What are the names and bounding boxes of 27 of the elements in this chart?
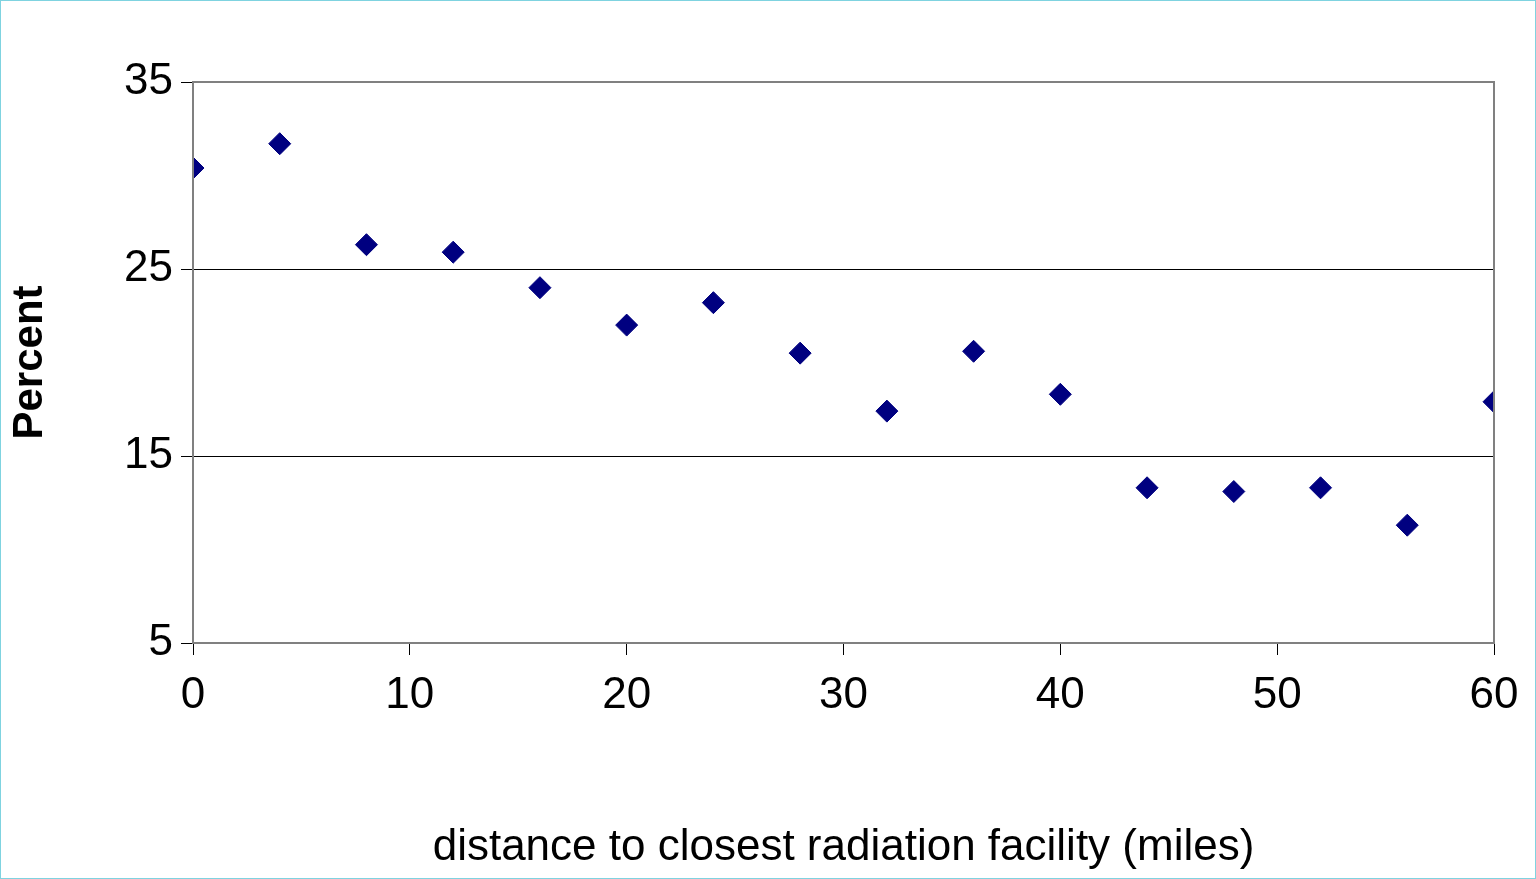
x-tick-label: 20: [602, 667, 652, 717]
point: [1222, 480, 1246, 504]
y-tick-label: 15: [124, 428, 173, 478]
point: [528, 276, 552, 300]
point: [268, 132, 292, 156]
point: [788, 341, 812, 365]
x-tick-label: 50: [1252, 667, 1302, 717]
point: [962, 339, 986, 363]
x-axis-title: distance to closest radiation facility (miles): [432, 819, 1255, 869]
point: [1309, 476, 1333, 500]
x-tick-label: 0: [180, 667, 206, 717]
point: [875, 399, 899, 423]
point: [441, 240, 465, 264]
x-tick-label: 40: [1035, 667, 1085, 717]
x-tick-label: 60: [1469, 667, 1519, 717]
x-tick-label: 30: [819, 667, 868, 717]
y-tick-label: 35: [124, 54, 173, 104]
point: [701, 291, 725, 315]
y-tick-label: 5: [148, 615, 173, 665]
y-axis-title: Percent: [3, 285, 51, 440]
point: [354, 233, 378, 257]
point: [615, 313, 639, 337]
x-tick-label: 10: [385, 667, 435, 717]
point: [1395, 513, 1419, 537]
y-tick-label: 25: [124, 241, 173, 291]
point: [1048, 382, 1072, 406]
point: [1135, 476, 1159, 500]
